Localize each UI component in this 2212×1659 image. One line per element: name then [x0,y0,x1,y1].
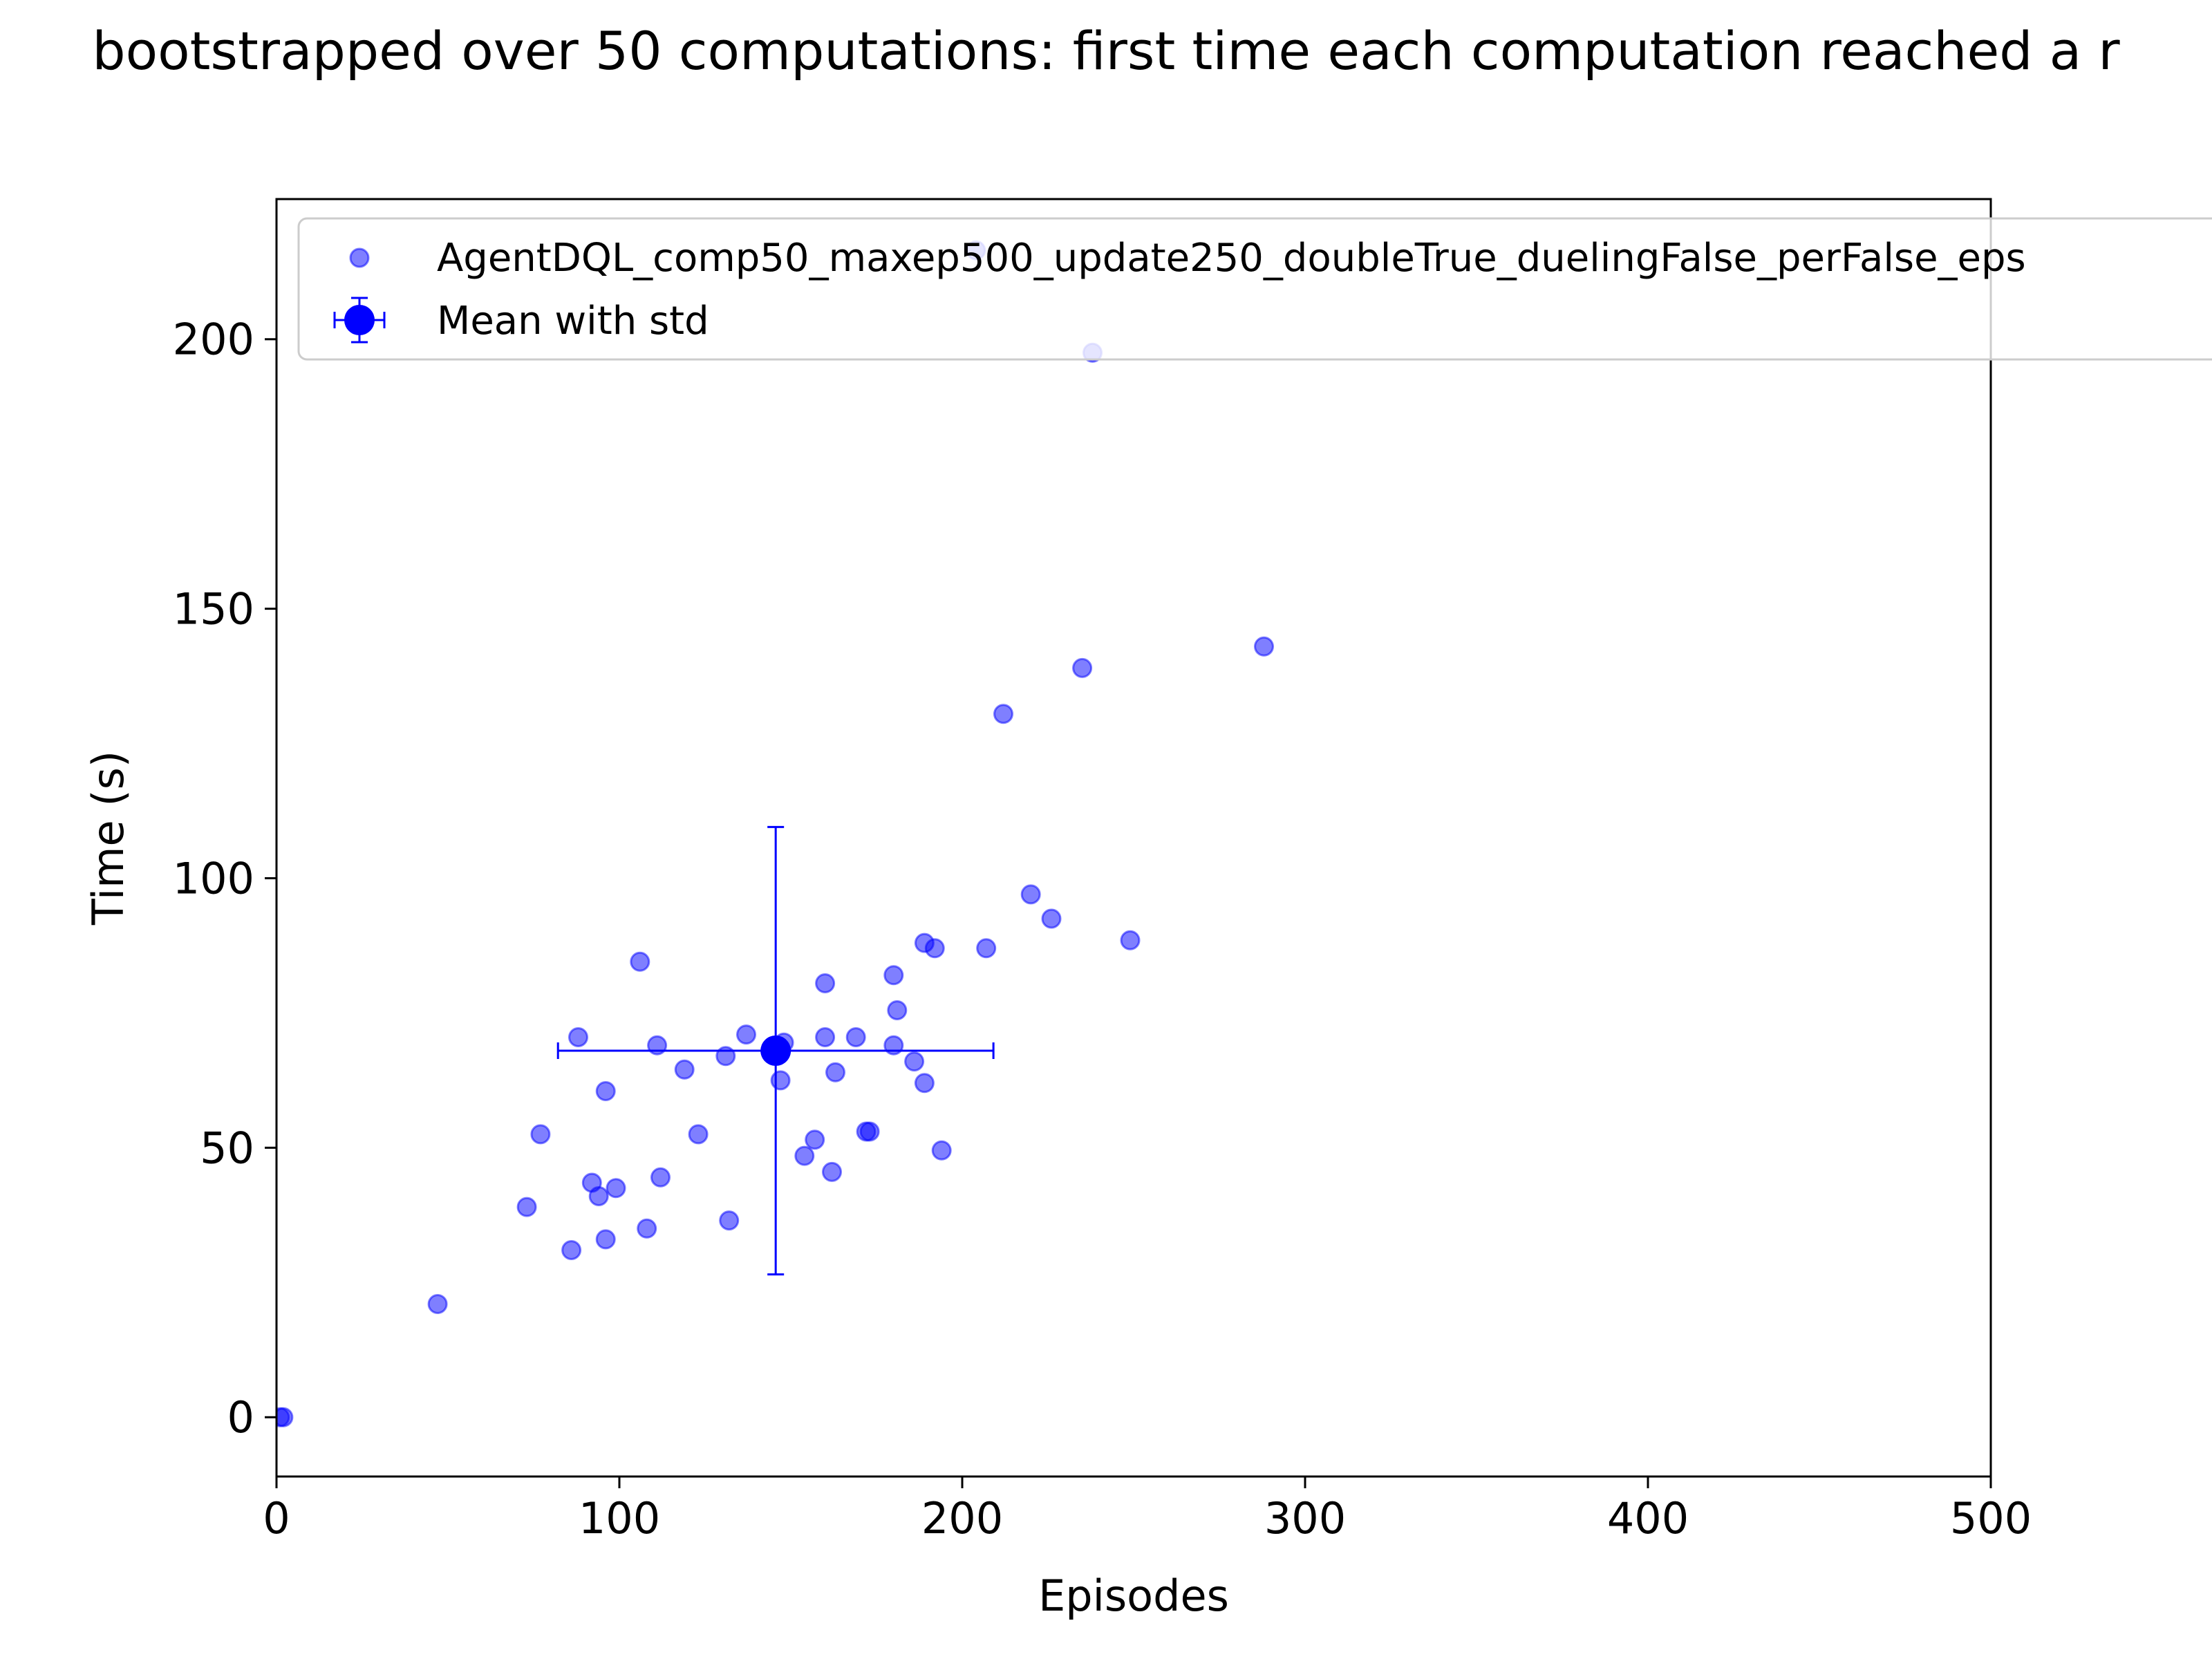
data-point-4 [530,1124,551,1145]
x-tick-label-0: 0 [263,1493,290,1544]
data-point-42 [1020,884,1041,905]
data-point-41 [993,704,1013,724]
data-point-12 [630,951,650,972]
data-point-23 [794,1145,815,1166]
data-point-26 [815,973,836,993]
data-point-46 [1120,930,1141,950]
data-point-27 [822,1161,842,1182]
mean-marker [760,1035,791,1066]
y-axis-label: Time (s) [83,751,133,926]
data-point-44 [1072,657,1093,678]
x-tick-label-400: 400 [1607,1493,1689,1544]
data-point-36 [914,1073,935,1094]
data-point-24 [805,1130,825,1150]
data-point-8 [588,1186,609,1206]
legend-marker-points [349,247,370,268]
data-point-6 [568,1027,588,1047]
data-point-3 [516,1197,537,1217]
y-tick-label-0: 0 [227,1392,254,1443]
y-tick-label-50: 50 [200,1123,254,1173]
data-point-28 [825,1062,845,1082]
data-point-17 [688,1124,709,1145]
data-point-16 [674,1059,695,1080]
data-point-21 [770,1070,791,1091]
axes: 0 100 200 300 400 500 0 50 100 150 200 [173,198,2032,1544]
chart-title: bootstrapped over 50 computations: first… [92,20,2120,82]
data-point-19 [719,1210,740,1231]
data-point-40 [976,938,997,959]
plot-content [276,240,1274,1427]
legend: AgentDQL_comp50_maxep500_update250_doubl… [297,217,2212,361]
data-point-31 [859,1121,880,1142]
data-point-29 [845,1027,866,1047]
y-tick-label-100: 100 [173,853,254,903]
legend-box [297,217,2212,361]
data-point-20 [736,1024,756,1045]
legend-label-points: AgentDQL_comp50_maxep500_update250_doubl… [437,236,2026,281]
plot-area [276,240,1274,1427]
x-tick-label-300: 300 [1264,1493,1346,1544]
x-tick-label-500: 500 [1950,1493,2032,1544]
x-tick-label-100: 100 [579,1493,660,1544]
legend-marker-mean [344,305,375,335]
data-point-35 [904,1051,925,1072]
y-tick-label-200: 200 [173,315,254,365]
data-point-13 [637,1218,657,1239]
data-point-39 [931,1140,952,1161]
data-point-34 [887,1000,908,1020]
data-point-47 [1254,636,1274,657]
data-point-9 [595,1229,616,1250]
data-point-38 [924,938,945,959]
data-point-10 [595,1081,616,1101]
axes-frame [275,198,1992,1478]
data-point-15 [650,1167,671,1188]
data-point-43 [1041,908,1062,929]
data-point-1 [276,1407,290,1427]
data-point-5 [561,1240,582,1260]
data-point-2 [427,1294,448,1314]
x-axis-label: Episodes [1038,1571,1229,1621]
data-point-25 [815,1027,836,1047]
data-point-11 [606,1178,626,1199]
legend-label-mean: Mean with std [437,299,709,344]
x-tick-label-200: 200 [921,1493,1003,1544]
y-tick-label-150: 150 [173,584,254,635]
data-point-33 [883,965,904,986]
